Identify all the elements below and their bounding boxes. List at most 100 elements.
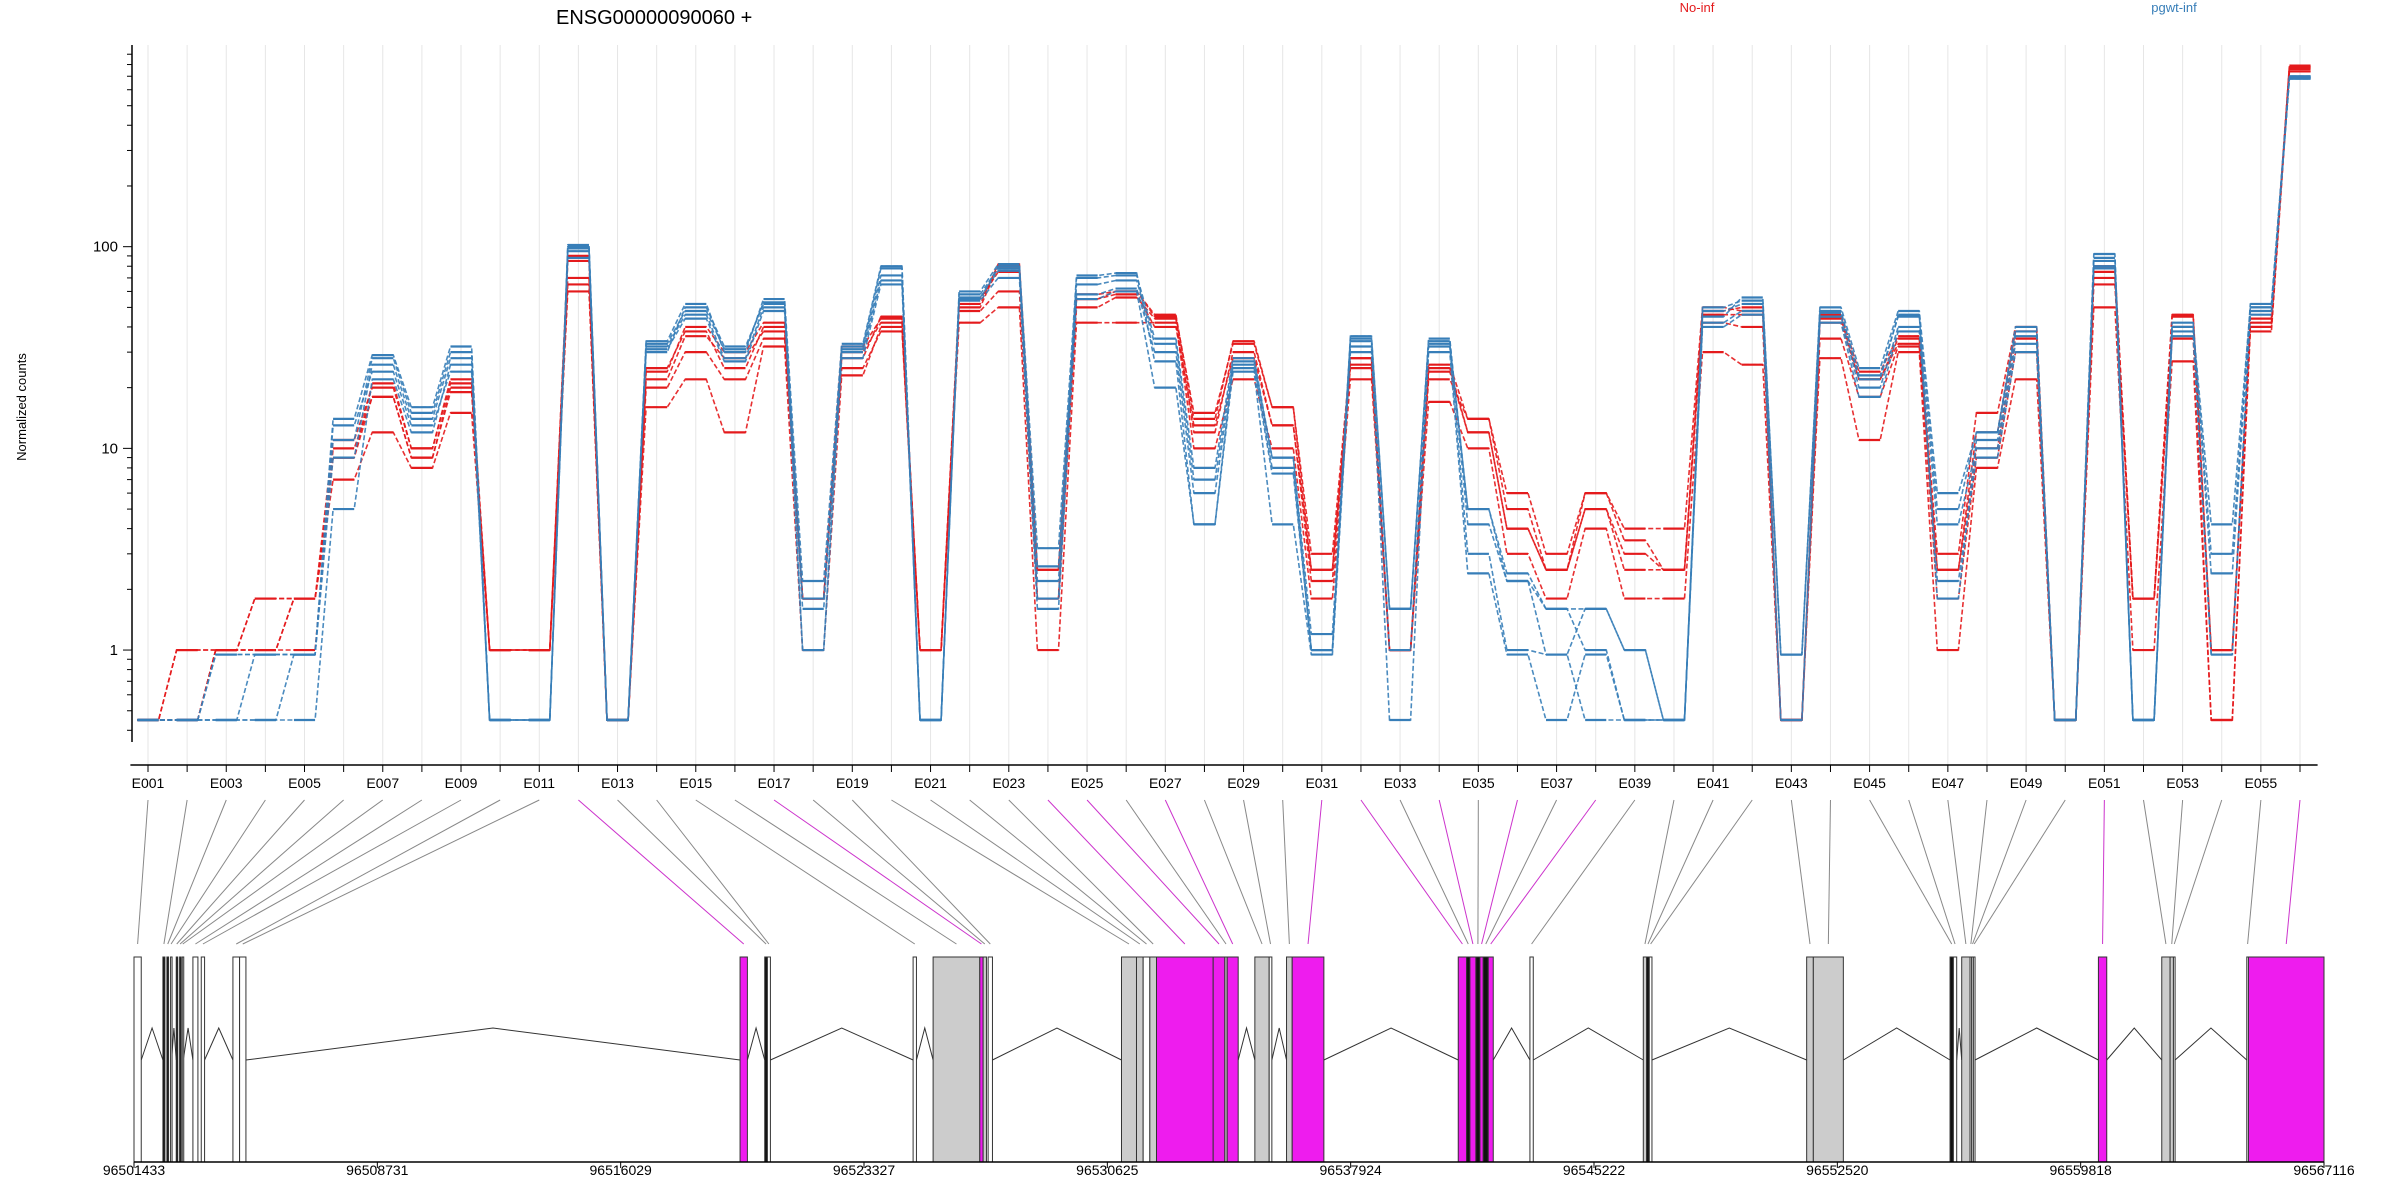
y-axis: 1 10 100 bbox=[93, 45, 133, 742]
x-tick-label: E027 bbox=[1149, 775, 1182, 791]
x-tick-label: E011 bbox=[523, 775, 555, 791]
intron bbox=[1974, 1027, 2099, 1061]
connector-line bbox=[1644, 799, 1675, 945]
connector-line bbox=[1360, 799, 1463, 945]
intron bbox=[182, 1027, 194, 1061]
connector-line bbox=[656, 799, 770, 945]
x-tick-label: E003 bbox=[210, 775, 243, 791]
exon-e050 bbox=[1972, 956, 1976, 1163]
x-tick-label: E029 bbox=[1227, 775, 1260, 791]
connector-line bbox=[1399, 799, 1469, 945]
connector-line bbox=[617, 799, 767, 945]
x-tick-label: E051 bbox=[2088, 775, 2121, 791]
intron bbox=[2174, 1027, 2248, 1061]
exon-e020 bbox=[1120, 956, 1137, 1163]
connector-line bbox=[1438, 799, 1474, 945]
exon-e054 bbox=[2172, 956, 2176, 1163]
exon-e040 bbox=[1642, 956, 1648, 1163]
connector-line bbox=[195, 799, 423, 945]
series-line-no-inf-3 bbox=[137, 67, 2311, 721]
connector-line bbox=[2173, 799, 2223, 945]
chart-title: ENSG00000090060 + bbox=[556, 7, 752, 29]
connector-line bbox=[1650, 799, 1753, 945]
y-tick-label: 100 bbox=[93, 239, 118, 256]
exon-e027 bbox=[1226, 956, 1239, 1163]
exon-e015 bbox=[912, 956, 917, 1163]
intron bbox=[140, 1026, 164, 1061]
x-tick-label: E035 bbox=[1462, 775, 1495, 791]
connector-line bbox=[1164, 799, 1234, 945]
connector-line bbox=[179, 799, 344, 945]
intron bbox=[1651, 1027, 1807, 1061]
x-tick-label: E023 bbox=[992, 775, 1025, 791]
x-tick-label: E055 bbox=[2245, 775, 2278, 791]
connector-line bbox=[734, 799, 957, 945]
exon-e034 bbox=[1469, 956, 1477, 1163]
intron bbox=[2106, 1027, 2163, 1061]
connector-line bbox=[1827, 799, 1831, 945]
intron bbox=[1323, 1027, 1459, 1061]
connector-line bbox=[1647, 799, 1714, 945]
exon-e005 bbox=[175, 956, 179, 1163]
exon-e024 bbox=[1155, 956, 1214, 1163]
connector-line bbox=[163, 799, 188, 945]
exon-e017 bbox=[979, 956, 984, 1163]
genomic-tick-label: 96501433 bbox=[103, 1162, 166, 1178]
series-lines bbox=[137, 64, 2311, 722]
x-tick-label: E047 bbox=[1932, 775, 1965, 791]
connector-line bbox=[1086, 799, 1220, 945]
x-tick-label: E019 bbox=[836, 775, 869, 791]
connector-line bbox=[170, 799, 266, 945]
connector-line bbox=[891, 799, 1130, 945]
gene-model bbox=[133, 956, 2325, 1163]
y-tick-label: 1 bbox=[110, 642, 118, 659]
connector-line bbox=[1869, 799, 1953, 945]
exon-e036 bbox=[1479, 956, 1484, 1163]
genomic-tick-label: 96516029 bbox=[590, 1162, 653, 1178]
exon-e014 bbox=[766, 956, 771, 1163]
exon-e043 bbox=[1806, 956, 1814, 1163]
connector-line bbox=[1790, 799, 1811, 945]
genomic-tick-label: 96530625 bbox=[1076, 1162, 1139, 1178]
x-tick-label: E045 bbox=[1853, 775, 1886, 791]
exon-e025 bbox=[1212, 956, 1226, 1163]
exon-e031 bbox=[1291, 956, 1325, 1163]
connector-line bbox=[1008, 799, 1154, 945]
exon-e030 bbox=[1286, 956, 1293, 1163]
x-tick-label: E033 bbox=[1384, 775, 1417, 791]
connector-line bbox=[167, 799, 227, 945]
connector-line bbox=[236, 799, 501, 945]
intron bbox=[1237, 1026, 1256, 1061]
intron bbox=[204, 1026, 234, 1061]
connector-line bbox=[1047, 799, 1186, 945]
intron bbox=[1956, 1027, 1963, 1061]
y-axis-label: Normalized counts bbox=[14, 353, 29, 461]
exon-e008 bbox=[192, 956, 199, 1163]
exon-e010 bbox=[232, 956, 241, 1163]
connector-line bbox=[851, 799, 991, 945]
connector-line bbox=[1243, 799, 1272, 945]
connector-line bbox=[1531, 799, 1636, 945]
exon-e039 bbox=[1529, 956, 1534, 1163]
genomic-tick-label: 96559818 bbox=[2050, 1162, 2113, 1178]
connector-line bbox=[1125, 799, 1227, 945]
exon-e045 bbox=[1949, 956, 1954, 1163]
intron bbox=[1533, 1027, 1644, 1061]
exon-e009 bbox=[200, 956, 206, 1163]
exon-e019 bbox=[987, 956, 993, 1163]
exon-e003 bbox=[166, 956, 170, 1163]
genomic-tick-label: 96545222 bbox=[1563, 1162, 1626, 1178]
connector-line bbox=[1203, 799, 1263, 945]
exon-e042 bbox=[1648, 956, 1653, 1163]
connector-line bbox=[773, 799, 982, 945]
x-tick-label: E025 bbox=[1071, 775, 1104, 791]
exon-e056 bbox=[2247, 956, 2325, 1163]
y-tick-label: 10 bbox=[101, 440, 118, 457]
exon-e011 bbox=[239, 956, 247, 1163]
x-tick-label: E037 bbox=[1540, 775, 1573, 791]
exon-e032 bbox=[1457, 956, 1468, 1163]
exon-e047 bbox=[1961, 956, 1971, 1163]
exon-e022 bbox=[1142, 956, 1151, 1163]
intron bbox=[915, 1026, 934, 1061]
